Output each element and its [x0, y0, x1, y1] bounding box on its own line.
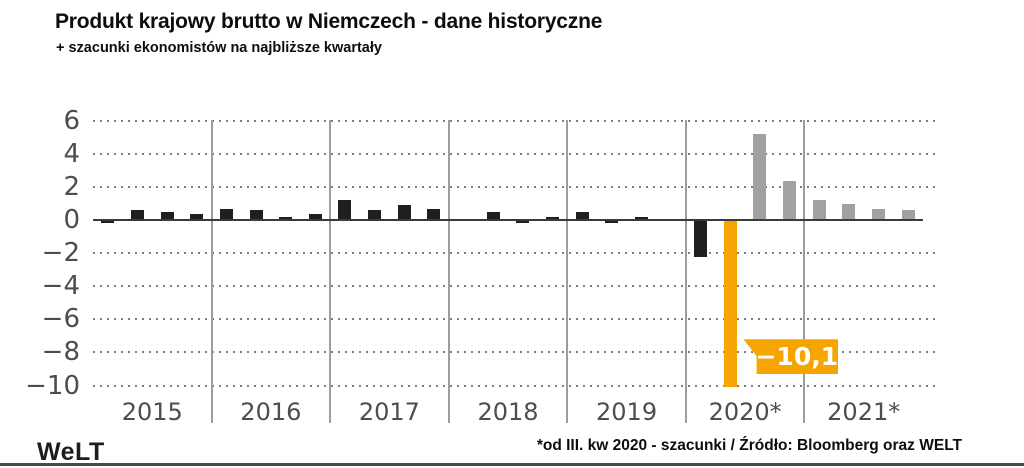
year-separator: [566, 120, 569, 423]
y-tick-label: 2: [63, 172, 80, 203]
bar-2016-q4: [308, 213, 322, 221]
year-separator: [329, 120, 332, 423]
bar-2017-q2: [368, 210, 382, 221]
bar-2021-q4: [901, 210, 915, 221]
bar-2015-q1: [101, 220, 115, 224]
zero-axis-line: [93, 219, 923, 222]
source-note: *od III. kw 2020 - szacunki / Źródło: Bl…: [536, 437, 962, 454]
y-tick-label: −8: [41, 337, 80, 368]
bar-2019-q2: [605, 220, 619, 224]
chart-title: Produkt krajowy brutto w Niemczech - dan…: [55, 10, 603, 33]
x-year-label: 2016: [240, 398, 302, 426]
bar-2019-q3: [634, 216, 648, 221]
x-year-label: 2019: [596, 398, 658, 426]
gridline-2: [93, 186, 938, 189]
bar-2018-q2: [486, 211, 500, 221]
gridline-4: [93, 153, 938, 156]
bar-2021-q2: [842, 203, 856, 221]
gridline--2: [93, 252, 938, 255]
y-tick-label: −4: [41, 271, 80, 302]
bar-2016-q1: [219, 208, 233, 221]
bar-2020-q1: [694, 220, 708, 257]
y-tick-label: −2: [41, 238, 80, 269]
y-tick-label: 4: [63, 139, 80, 170]
bar-2021-q3: [872, 208, 886, 221]
bar-2020-q4: [783, 180, 797, 221]
bar-2018-q4: [545, 216, 559, 221]
y-tick-label: 6: [63, 106, 80, 136]
gridline--10: [93, 384, 938, 387]
bar-2020-q2: [723, 220, 737, 388]
gridline--4: [93, 285, 938, 288]
y-tick-label: 0: [63, 205, 80, 236]
bar-2016-q2: [249, 210, 263, 221]
year-separator: [447, 120, 450, 423]
bar-2017-q4: [427, 208, 441, 221]
bar-2015-q4: [190, 213, 204, 221]
bar-2017-q3: [397, 205, 411, 221]
bar-2015-q2: [130, 210, 144, 221]
welt-logo: WeLT: [37, 438, 105, 466]
gridline-6: [93, 120, 938, 122]
value-callout: −10,1: [743, 339, 839, 375]
x-year-label: 2018: [477, 398, 539, 426]
y-tick-label: −6: [41, 304, 80, 335]
bar-2016-q3: [279, 216, 293, 221]
gridline--6: [93, 318, 938, 321]
bar-2021-q1: [812, 200, 826, 221]
bar-2017-q1: [338, 200, 352, 221]
bar-2019-q1: [575, 211, 589, 221]
bar-2020-q3: [753, 134, 767, 221]
chart-subtitle: + szacunki ekonomistów na najbliższe kwa…: [56, 40, 382, 56]
x-year-label: 2015: [121, 398, 183, 426]
year-separator: [210, 120, 213, 423]
y-tick-label: −10: [25, 370, 80, 401]
bottom-border: [0, 463, 1024, 466]
x-year-label: 2020*: [708, 398, 782, 426]
bar-2018-q3: [516, 220, 530, 224]
year-separator: [803, 120, 806, 423]
gridline--8: [93, 351, 938, 354]
bar-2015-q3: [160, 211, 174, 221]
x-year-label: 2021*: [827, 398, 901, 426]
year-separator: [684, 120, 687, 423]
x-year-label: 2017: [358, 398, 420, 426]
